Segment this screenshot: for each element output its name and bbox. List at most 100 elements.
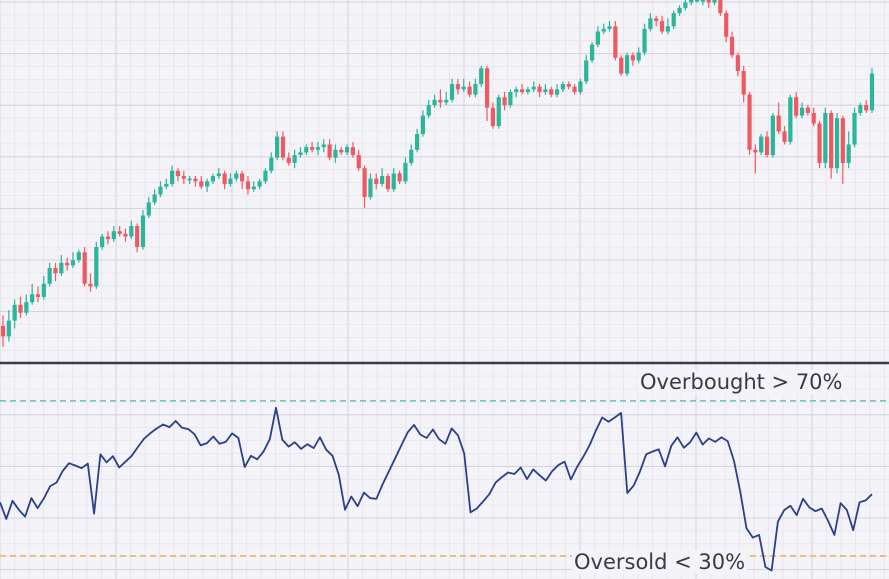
candle-down — [735, 55, 740, 71]
overbought-label: Overbought > 70% — [638, 370, 845, 394]
candle-up — [257, 181, 262, 187]
candle-up — [111, 231, 116, 240]
rsi-levels — [0, 400, 889, 557]
candle-up — [298, 152, 303, 156]
candle-up — [473, 84, 478, 95]
candle-up — [694, 0, 700, 2]
candle-down — [199, 181, 204, 187]
candle-up — [770, 115, 775, 156]
candle-down — [753, 149, 758, 153]
candle-up — [170, 170, 175, 184]
candle-up — [461, 86, 466, 90]
candle-down — [105, 236, 111, 240]
candle-up — [514, 89, 519, 92]
candle-up — [648, 18, 653, 29]
candle-up — [41, 283, 46, 297]
candle-up — [689, 0, 694, 3]
candle-down — [829, 112, 834, 169]
candle-down — [117, 231, 122, 234]
candle-up — [636, 52, 641, 61]
candle-down — [840, 118, 845, 163]
candle-up — [432, 99, 437, 106]
candle-up — [164, 183, 169, 187]
candle-up — [624, 55, 630, 74]
candle-up — [100, 236, 105, 248]
candle-down — [53, 268, 58, 274]
candle-down — [706, 0, 711, 3]
candle-up — [531, 86, 536, 90]
candle-up — [799, 107, 805, 116]
candle-up — [426, 105, 431, 116]
candle-up — [683, 2, 688, 8]
candle-down — [245, 181, 251, 190]
candle-down — [175, 170, 181, 177]
candle-down — [286, 157, 291, 163]
candle-up — [560, 84, 565, 90]
candle-down — [613, 26, 618, 58]
candle-up — [554, 89, 560, 95]
candle-up — [858, 105, 863, 113]
candle-down — [764, 136, 770, 156]
candle-up — [234, 173, 239, 179]
candle-down — [549, 89, 554, 95]
candle-down — [438, 99, 443, 103]
candle-up — [677, 7, 682, 14]
candle-down — [35, 294, 41, 297]
candle-down — [193, 178, 198, 182]
candle-down — [65, 262, 70, 266]
candle-up — [578, 81, 583, 92]
candle-down — [222, 173, 227, 184]
candle-up — [846, 144, 851, 163]
candle-down — [572, 86, 577, 92]
candle-up — [94, 247, 99, 287]
candle-down — [659, 21, 665, 32]
candle-up — [700, 0, 705, 2]
candle-up — [228, 178, 233, 184]
candle-up — [216, 173, 221, 177]
candle-up — [852, 112, 857, 145]
oversold-label: Oversold < 30% — [572, 550, 748, 574]
candle-up — [269, 157, 274, 171]
candle-down — [240, 173, 245, 182]
candle-down — [502, 97, 507, 106]
candle-up — [321, 144, 326, 148]
candle-down — [88, 283, 93, 287]
candle-up — [275, 136, 280, 158]
candle-up — [24, 302, 29, 313]
candle-down — [747, 94, 752, 150]
candle-up — [333, 149, 338, 158]
candle-down — [630, 55, 635, 61]
candle-up — [129, 225, 134, 237]
candle-down — [385, 176, 391, 190]
candle-up — [47, 268, 52, 284]
candle-up — [59, 262, 64, 274]
candle-down — [350, 147, 356, 156]
candle-down — [566, 84, 571, 87]
candle-down — [467, 86, 472, 95]
candle-down — [280, 136, 286, 158]
candle-down — [776, 115, 781, 132]
candle-up — [589, 44, 595, 61]
candle-up — [263, 170, 268, 182]
candle-up — [642, 28, 647, 53]
candle-up — [584, 60, 589, 82]
candle-down — [794, 97, 799, 116]
candle-up — [379, 176, 385, 184]
candle-up — [70, 260, 76, 266]
candle-up — [759, 136, 764, 153]
candle-down — [729, 36, 735, 56]
candle-down — [654, 18, 659, 22]
candle-down — [805, 107, 810, 113]
candle-up — [391, 173, 396, 190]
candle-up — [869, 73, 875, 111]
candle-down — [362, 168, 367, 198]
candle-up — [665, 26, 670, 32]
candle-up — [187, 178, 192, 181]
candle-down — [18, 304, 23, 313]
candle-up — [595, 31, 600, 45]
candle-up — [543, 89, 548, 92]
candle-up — [210, 176, 216, 182]
